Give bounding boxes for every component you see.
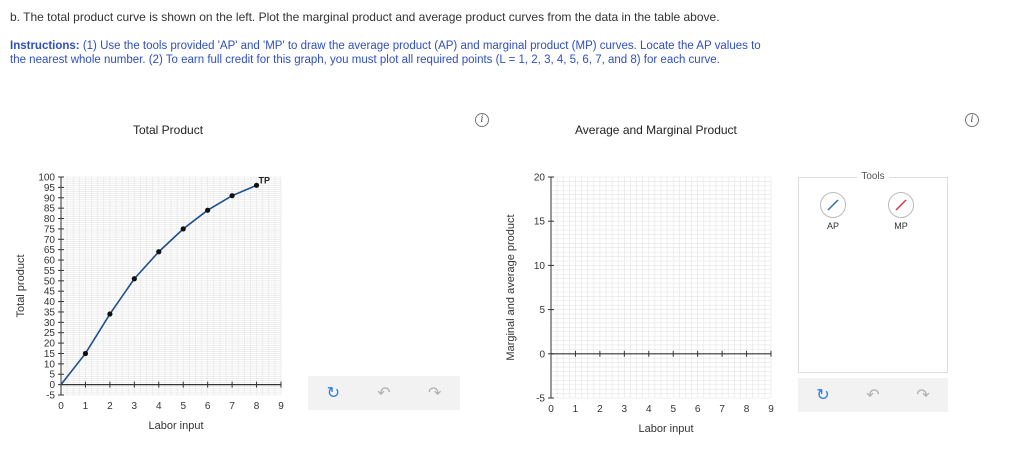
y-tick-label: 30	[44, 318, 56, 329]
instructions-label: Instructions:	[10, 40, 80, 52]
undo-button-right[interactable]: ↶	[862, 384, 884, 406]
y-tick-label: 0	[539, 349, 545, 360]
y-tick-label: 20	[44, 339, 56, 350]
y-tick-label: 40	[44, 297, 56, 308]
tp-point	[253, 182, 260, 188]
y-tick-label: 5	[49, 370, 55, 381]
y-tick-label: 85	[44, 204, 56, 215]
instructions: Instructions: (1) Use the tools provided…	[10, 40, 770, 67]
redo-icon: ↷	[916, 387, 930, 404]
x-tick-label: 5	[670, 404, 676, 415]
undo-button[interactable]: ↶	[373, 382, 395, 404]
x-tick-label: 2	[107, 401, 113, 412]
x-tick-label: 4	[646, 404, 652, 415]
tp-point	[107, 311, 113, 317]
x-tick-label: 5	[180, 401, 186, 412]
tp-point	[131, 276, 137, 282]
redo-button-right[interactable]: ↷	[912, 384, 934, 406]
tp-point	[180, 226, 186, 232]
x-tick-label: 1	[573, 404, 579, 415]
y-tick-label: 0	[49, 380, 55, 391]
reset-button[interactable]: ↻	[322, 382, 344, 404]
y-tick-label: -5	[46, 391, 55, 402]
y-tick-label: 95	[44, 183, 56, 194]
tools-label: Tools	[857, 171, 889, 182]
y-tick-label: 80	[44, 214, 56, 225]
ap-tool-button[interactable]	[820, 192, 846, 218]
y-tick-label: 75	[44, 224, 56, 235]
right-info-icon[interactable]: i	[965, 113, 979, 127]
x-tick-label: 9	[278, 401, 284, 412]
y-tick-label: -5	[536, 394, 545, 405]
y-tick-label: 55	[44, 266, 56, 277]
y-tick-label: 10	[44, 359, 56, 370]
y-tick-label: 15	[534, 217, 546, 228]
undo-icon: ↶	[377, 385, 391, 402]
instructions-body: (1) Use the tools provided 'AP' and 'MP'…	[10, 40, 761, 66]
y-tick-label: 10	[534, 261, 546, 272]
reset-icon: ↻	[326, 385, 341, 402]
x-tick-label: 8	[744, 404, 750, 415]
y-tick-label: 70	[44, 235, 56, 246]
y-tick-label: 90	[44, 193, 56, 204]
y-tick-label: 25	[44, 328, 56, 339]
tp-label: TP	[259, 175, 271, 185]
ap-tool-label: AP	[826, 221, 839, 231]
x-tick-label: 0	[58, 401, 64, 412]
x-tick-label: 8	[254, 401, 260, 412]
x-tick-label: 6	[695, 404, 701, 415]
chart-1: 0 1 2 3 4 5 6 7 8 9-50510152025303540455055606570…	[15, 173, 284, 433]
right-graph-toolbar: ↻ ↶ ↷	[798, 378, 948, 412]
mp-line-icon	[895, 199, 907, 211]
mp-tool-label: MP	[894, 221, 908, 231]
undo-icon: ↶	[866, 387, 880, 404]
tp-point	[205, 207, 211, 213]
x-tick-label: 3	[622, 404, 628, 415]
y-tick-label: 35	[44, 307, 56, 318]
tools-box: Tools AP MP	[798, 171, 948, 373]
tp-point	[156, 249, 162, 255]
left-panel-title: Total Product	[133, 123, 204, 137]
y-tick-label: 15	[44, 349, 56, 360]
reset-icon: ↻	[816, 387, 830, 404]
x-axis-label: Labor input	[638, 423, 693, 435]
ap-tool[interactable]: AP	[811, 192, 855, 231]
left-graph-toolbar: ↻ ↶ ↷	[308, 376, 460, 410]
x-tick-label: 2	[597, 404, 603, 415]
y-tick-label: 5	[539, 305, 545, 316]
ap-line-icon	[827, 199, 839, 211]
right-panel-title: Average and Marginal Product	[575, 123, 737, 137]
y-tick-label: 65	[44, 245, 56, 256]
x-tick-label: 9	[768, 404, 774, 415]
y-tick-label: 45	[44, 287, 56, 298]
reset-button-right[interactable]: ↻	[812, 384, 834, 406]
x-tick-label: 7	[719, 404, 725, 415]
y-axis-label: Total product	[15, 255, 27, 318]
redo-icon: ↷	[427, 385, 442, 402]
y-axis-label: Marginal and average product	[505, 214, 517, 360]
y-tick-label: 50	[44, 276, 56, 287]
y-tick-label: 20	[534, 173, 546, 184]
redo-button[interactable]: ↷	[424, 382, 446, 404]
x-tick-label: 6	[205, 401, 211, 412]
question-text: b. The total product curve is shown on t…	[10, 10, 720, 24]
x-tick-label: 1	[83, 401, 89, 412]
tp-point	[229, 193, 235, 199]
x-tick-label: 0	[548, 404, 554, 415]
y-tick-label: 100	[38, 173, 55, 184]
x-tick-label: 4	[156, 401, 162, 412]
x-tick-label: 3	[132, 401, 138, 412]
x-tick-label: 7	[229, 401, 235, 412]
mp-tool[interactable]: MP	[879, 192, 923, 231]
y-tick-label: 60	[44, 256, 56, 267]
x-axis-label: Labor input	[148, 420, 203, 432]
tp-point	[82, 350, 89, 357]
mp-tool-button[interactable]	[888, 192, 914, 218]
left-info-icon[interactable]: i	[475, 113, 489, 127]
